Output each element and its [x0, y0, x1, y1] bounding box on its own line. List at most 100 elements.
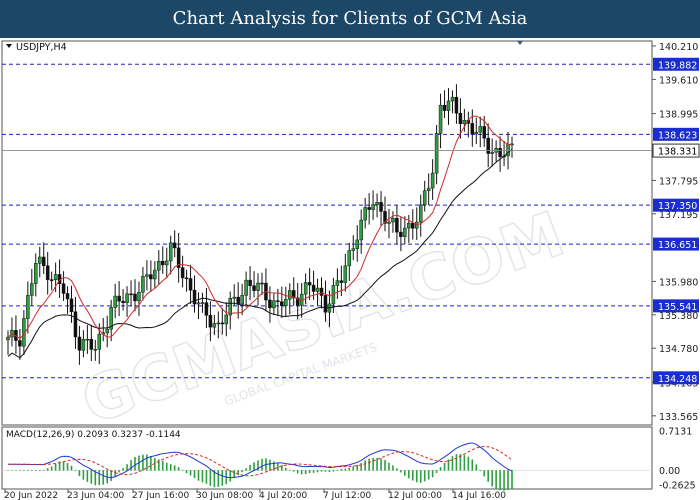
macd-signal-line — [7, 445, 513, 477]
candle-body — [41, 256, 46, 267]
candle-body — [30, 283, 34, 296]
macd-histogram — [7, 454, 513, 491]
price-level-label: 135.541 — [658, 302, 697, 313]
candle-body — [113, 295, 117, 308]
candle-body — [355, 239, 359, 249]
candle-body — [49, 279, 54, 281]
current-price-label: 138.331 — [658, 147, 697, 158]
candle-body — [379, 202, 383, 212]
candle-body — [422, 190, 427, 206]
candle-body — [157, 260, 161, 271]
candle-body — [311, 284, 316, 292]
candle-body — [288, 290, 292, 300]
candle-body — [65, 293, 70, 300]
candle-body — [232, 296, 236, 299]
candle-body — [450, 96, 455, 102]
candle-body — [141, 276, 145, 293]
candle-body — [97, 333, 102, 350]
candle-body — [391, 217, 395, 223]
candle-body — [188, 278, 193, 291]
candle-body — [430, 172, 435, 189]
candle-body — [418, 204, 423, 223]
y-tick-label: 134.780 — [659, 344, 698, 355]
candle-body — [478, 126, 483, 133]
candle-body — [73, 311, 78, 338]
y-tick-label: 137.795 — [659, 176, 698, 187]
price-level-label: 136.651 — [658, 240, 697, 251]
candle-body — [192, 289, 197, 305]
candle-body — [371, 204, 375, 210]
candle-body — [268, 299, 272, 309]
candle-body — [172, 242, 177, 249]
x-tick-label: 30 Jun 08:00 — [196, 491, 253, 500]
candle-body — [442, 104, 447, 111]
timeline-marker-icon — [517, 41, 523, 45]
candle-body — [295, 297, 300, 306]
candle-body — [81, 338, 86, 351]
candle-body — [125, 293, 129, 303]
candle-body — [323, 295, 328, 313]
candle-body — [53, 274, 58, 280]
candle-body — [121, 300, 125, 303]
candle-body — [284, 299, 288, 307]
y-tick-label: 139.610 — [659, 75, 698, 86]
macd-y-tick-label: 0.00 — [659, 466, 680, 477]
candle-body — [240, 295, 244, 305]
candle-body — [252, 285, 256, 291]
candle-body — [164, 260, 169, 266]
candle-body — [280, 301, 284, 307]
candles — [6, 84, 514, 365]
candle-body — [133, 293, 137, 302]
candle-body — [351, 248, 356, 251]
moving-average-fast — [7, 115, 513, 340]
candle-body — [343, 265, 348, 283]
candle-body — [395, 217, 399, 233]
y-tick-label: 138.995 — [659, 110, 698, 121]
price-level-box — [653, 299, 699, 313]
candle-body — [260, 282, 264, 285]
candle-body — [244, 279, 248, 296]
candle-body — [375, 202, 379, 205]
candle-body — [347, 250, 352, 267]
candle-body — [208, 315, 213, 328]
candle-body — [93, 348, 98, 351]
macd-line — [7, 442, 513, 479]
candle-body — [77, 336, 82, 351]
x-tick-label: 27 Jun 16:00 — [132, 491, 189, 500]
candle-body — [117, 295, 121, 302]
candle-body — [335, 280, 340, 286]
candle-body — [407, 222, 411, 229]
candle-body — [161, 260, 165, 266]
candle-body — [145, 274, 149, 277]
candle-body — [180, 267, 185, 279]
candle-body — [228, 298, 232, 316]
price-level-label: 134.248 — [658, 374, 697, 385]
current-price-box — [652, 143, 700, 158]
candle-body — [359, 219, 363, 241]
candle-body — [307, 282, 312, 286]
macd-panel-frame — [1, 426, 653, 490]
candle-body — [224, 314, 229, 325]
candle-body — [367, 207, 371, 210]
candle-body — [89, 338, 94, 350]
candle-body — [18, 340, 22, 347]
collapse-triangle-icon — [6, 44, 12, 48]
candle-body — [446, 100, 451, 111]
price-level-label: 137.350 — [658, 201, 697, 212]
candle-body — [454, 96, 459, 114]
price-level-label: 139.882 — [658, 60, 697, 71]
candle-body — [411, 222, 415, 229]
price-panel-frame — [1, 40, 653, 426]
chart-title: USDJPY,H4 — [16, 42, 67, 53]
candle-body — [272, 300, 276, 309]
candle-body — [204, 302, 209, 316]
candle-body — [26, 295, 30, 319]
y-tick-label: 137.195 — [659, 210, 698, 221]
candle-body — [61, 283, 66, 294]
candle-body — [196, 302, 201, 305]
candle-body — [212, 323, 217, 328]
candle-body — [168, 242, 173, 262]
